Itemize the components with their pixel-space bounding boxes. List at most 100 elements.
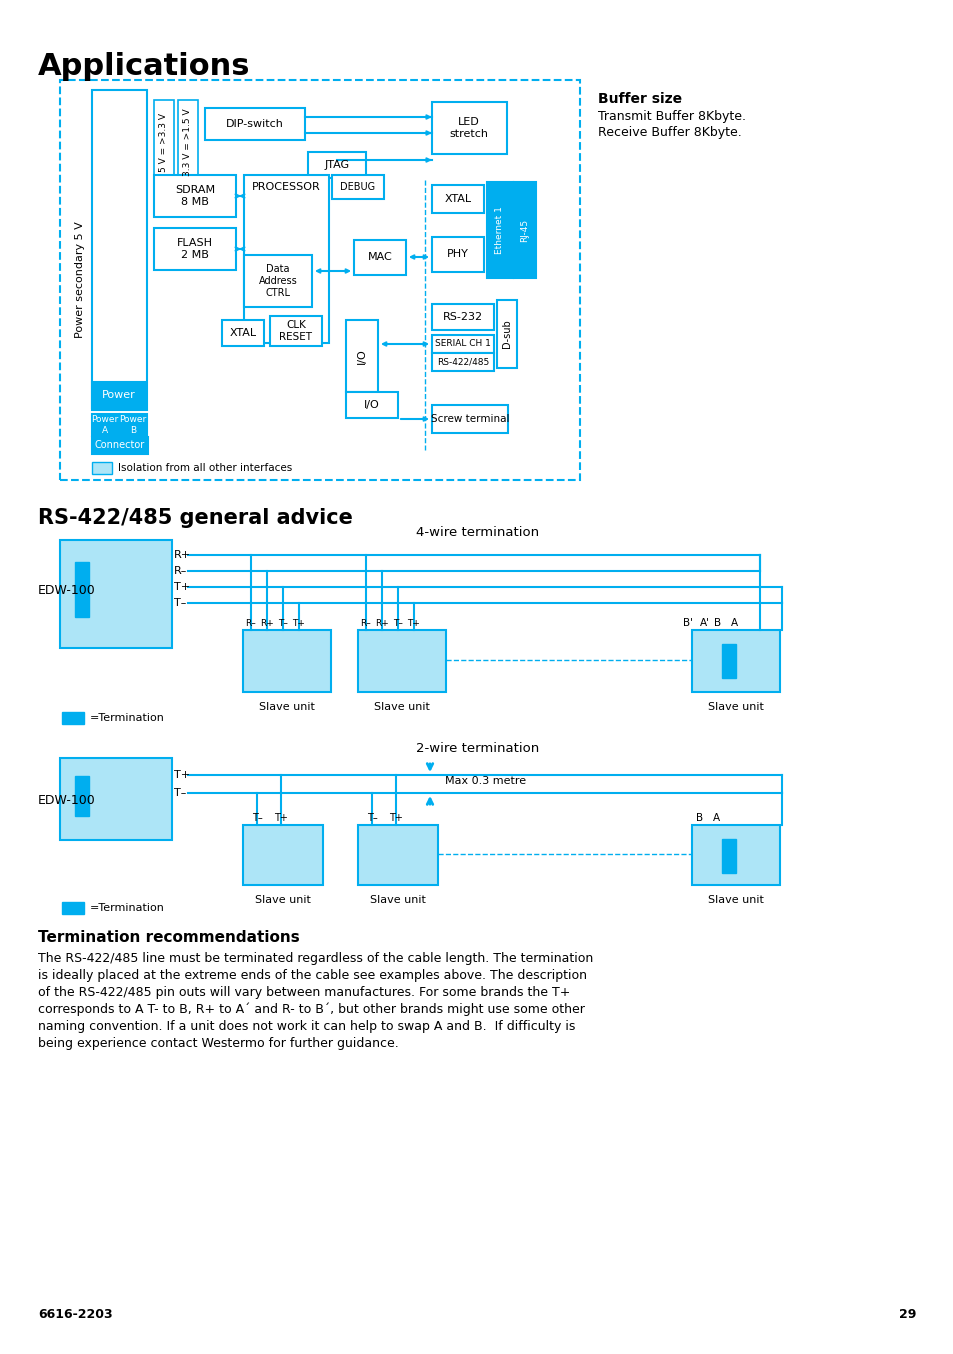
Text: 4-wire termination: 4-wire termination	[416, 525, 539, 539]
Text: T–: T–	[252, 812, 262, 823]
Text: Screw terminal: Screw terminal	[431, 414, 509, 424]
Bar	[91, 414, 119, 436]
Text: LED
stretch: LED stretch	[449, 118, 488, 139]
Bar	[153, 175, 235, 217]
Bar	[308, 152, 366, 177]
Text: B: B	[714, 617, 720, 628]
Text: T–: T–	[173, 788, 186, 798]
Text: T+: T+	[293, 619, 305, 628]
Text: DIP-switch: DIP-switch	[226, 119, 284, 129]
Bar	[432, 405, 507, 433]
Text: RS-422/485 general advice: RS-422/485 general advice	[38, 508, 353, 528]
Bar	[270, 315, 322, 347]
Text: R+: R+	[375, 619, 389, 628]
Bar	[432, 353, 494, 371]
Text: is ideally placed at the extreme ends of the cable see examples above. The descr: is ideally placed at the extreme ends of…	[38, 969, 586, 982]
Bar	[244, 255, 312, 307]
Bar	[721, 645, 735, 678]
Text: Power
A: Power A	[91, 416, 118, 435]
Text: Transmit Buffer 8Kbyte.: Transmit Buffer 8Kbyte.	[598, 110, 745, 123]
Bar	[357, 825, 437, 886]
Bar	[721, 839, 735, 873]
Text: Slave unit: Slave unit	[707, 895, 763, 904]
Text: T+: T+	[407, 619, 420, 628]
Text: Slave unit: Slave unit	[259, 701, 314, 712]
Text: SDRAM
8 MB: SDRAM 8 MB	[174, 185, 214, 207]
Text: R–: R–	[173, 566, 187, 575]
Text: Power secondary 5 V: Power secondary 5 V	[75, 222, 85, 338]
Bar	[497, 301, 517, 368]
Bar	[120, 414, 147, 436]
Text: A': A'	[700, 617, 709, 628]
Bar	[432, 305, 494, 330]
Text: FLASH
2 MB: FLASH 2 MB	[177, 238, 213, 260]
Bar	[514, 181, 536, 278]
Text: Power: Power	[102, 390, 135, 399]
Bar	[357, 630, 446, 692]
Bar	[346, 320, 377, 393]
Text: T+: T+	[274, 812, 288, 823]
Text: Applications: Applications	[38, 51, 251, 81]
Text: T+: T+	[173, 582, 190, 592]
Text: naming convention. If a unit does not work it can help to swap A and B.  If diff: naming convention. If a unit does not wo…	[38, 1020, 575, 1033]
Text: Ethernet 1: Ethernet 1	[495, 206, 504, 255]
Bar	[432, 334, 494, 353]
Text: Slave unit: Slave unit	[374, 701, 430, 712]
Text: T–: T–	[393, 619, 402, 628]
Text: RJ-45: RJ-45	[520, 218, 529, 241]
Text: I/O: I/O	[364, 399, 379, 410]
Bar	[691, 630, 780, 692]
Bar	[75, 776, 89, 816]
Text: 3.3 V = >1.5 V: 3.3 V = >1.5 V	[183, 108, 193, 176]
Text: T+: T+	[389, 812, 402, 823]
Text: =Termination: =Termination	[90, 714, 165, 723]
Bar	[243, 630, 331, 692]
Text: A: A	[712, 812, 719, 823]
Bar	[91, 89, 147, 410]
Text: DEBUG: DEBUG	[340, 181, 375, 192]
Text: Slave unit: Slave unit	[254, 895, 311, 904]
Bar	[153, 100, 173, 185]
Text: R+: R+	[260, 619, 274, 628]
Bar	[691, 825, 780, 886]
Bar	[75, 562, 89, 617]
Bar	[243, 825, 323, 886]
Bar	[91, 382, 146, 408]
Text: Isolation from all other interfaces: Isolation from all other interfaces	[118, 463, 292, 473]
Text: 29: 29	[898, 1308, 915, 1322]
Bar	[244, 175, 329, 343]
Text: T+: T+	[173, 770, 190, 780]
Bar	[354, 240, 406, 275]
Text: 6616-2203: 6616-2203	[38, 1308, 112, 1322]
Bar	[222, 320, 264, 347]
Text: PROCESSOR: PROCESSOR	[252, 181, 320, 192]
Text: Max 0.3 metre: Max 0.3 metre	[444, 776, 525, 787]
Bar	[60, 758, 172, 839]
Text: being experience contact Westermo for further guidance.: being experience contact Westermo for fu…	[38, 1037, 398, 1049]
Bar	[62, 712, 84, 724]
Bar	[91, 437, 148, 454]
Text: R–: R–	[360, 619, 371, 628]
Bar	[60, 540, 172, 649]
Text: T–: T–	[173, 598, 186, 608]
Text: RS-422/485: RS-422/485	[436, 357, 489, 367]
Text: EDW-100: EDW-100	[38, 584, 95, 597]
Text: Buffer size: Buffer size	[598, 92, 681, 106]
Text: 2-wire termination: 2-wire termination	[416, 742, 539, 756]
Bar	[205, 108, 305, 139]
Text: PHY: PHY	[447, 249, 469, 259]
Text: B: B	[696, 812, 702, 823]
Bar	[432, 237, 483, 272]
Text: XTAL: XTAL	[444, 194, 471, 204]
Text: D-sub: D-sub	[501, 320, 512, 348]
Text: EDW-100: EDW-100	[38, 793, 95, 807]
Text: The RS-422/485 line must be terminated regardless of the cable length. The termi: The RS-422/485 line must be terminated r…	[38, 952, 593, 965]
Text: corresponds to A T- to B, R+ to A´ and R- to B´, but other brands might use some: corresponds to A T- to B, R+ to A´ and R…	[38, 1003, 584, 1017]
Bar	[346, 393, 397, 418]
Text: SERIAL CH 1: SERIAL CH 1	[435, 340, 491, 348]
Bar	[91, 462, 112, 474]
Text: RS-232: RS-232	[442, 311, 482, 322]
Text: Data
Address
CTRL: Data Address CTRL	[258, 264, 297, 298]
Bar	[432, 102, 506, 154]
Text: CLK
RESET: CLK RESET	[279, 320, 313, 341]
